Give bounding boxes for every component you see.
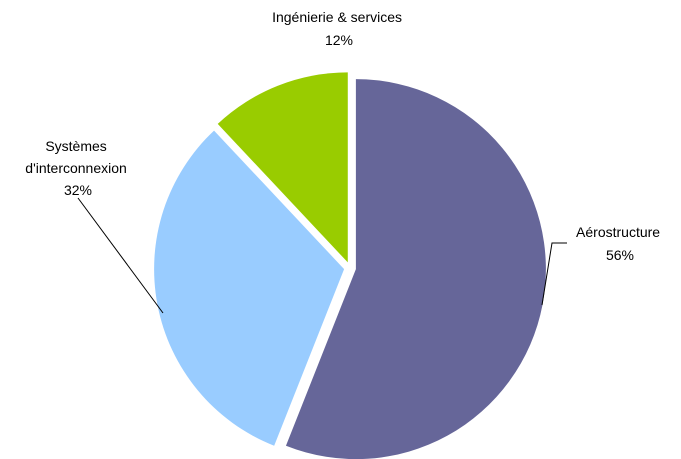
slice-label-ingenierie-services: Ingénierie & services 12% — [272, 9, 406, 48]
leader-lines — [77, 197, 567, 314]
leader-line-aerostructure — [541, 242, 567, 306]
slice-ingenierie-services — [217, 72, 348, 263]
pie-slices — [154, 72, 546, 459]
leader-line-systemes-interconnexion — [77, 197, 164, 314]
slice-aerostructure — [285, 79, 546, 459]
slice-label-aerostructure: Aérostructure 56% — [576, 224, 664, 263]
slice-systemes-interconnexion — [154, 130, 345, 446]
slice-label-systemes-interconnexion: Systèmes d'interconnexion 32% — [25, 138, 130, 198]
